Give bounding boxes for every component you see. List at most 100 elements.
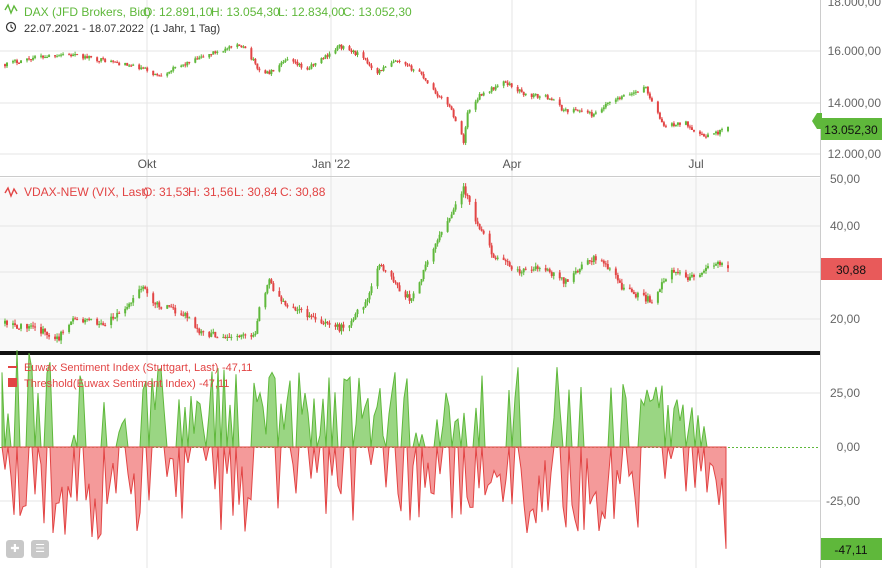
- dax-candle: [20, 60, 23, 63]
- vdax-candle: [82, 319, 85, 323]
- vdax-candle: [12, 323, 15, 325]
- dax-candle: [18, 62, 21, 64]
- panel-resize-handle[interactable]: [0, 351, 882, 355]
- vdax-candle: [166, 305, 169, 309]
- vdax-candle: [592, 256, 595, 263]
- x-tick: Apr: [503, 157, 522, 171]
- crosshair-icon[interactable]: ✚: [6, 540, 24, 558]
- vdax-candle: [422, 269, 425, 280]
- vdax-candle: [132, 298, 135, 303]
- dax-candle: [478, 94, 481, 100]
- dax-candle: [238, 44, 241, 46]
- dax-candle: [604, 103, 607, 108]
- dax-candle: [48, 55, 51, 58]
- vdax-candle: [572, 273, 575, 282]
- vdax-candle: [30, 325, 33, 327]
- sentiment-y-axis: 25,00 0,00 -25,00: [826, 386, 860, 508]
- dax-candle: [184, 64, 187, 66]
- vdax-candle: [718, 261, 721, 265]
- vdax-candle: [632, 291, 635, 294]
- dax-y-tick: 14.000,00: [828, 96, 882, 110]
- vdax-candle: [296, 310, 299, 312]
- vdax-candle: [294, 307, 297, 311]
- vdax-candle: [390, 270, 393, 277]
- dax-candle: [396, 60, 399, 62]
- vdax-candle: [200, 331, 203, 334]
- vdax-candle: [550, 271, 553, 276]
- dax-candle: [104, 59, 107, 63]
- vdax-candle: [26, 324, 29, 329]
- dax-candle: [278, 65, 281, 72]
- dax-candle: [126, 62, 129, 66]
- vdax-candle: [88, 318, 91, 320]
- vdax-y-tick: 50,00: [830, 172, 860, 186]
- vdax-y-tick: 40,00: [830, 219, 860, 233]
- dax-candle: [300, 63, 303, 68]
- vdax-candle: [252, 334, 255, 337]
- dax-candle: [634, 91, 637, 93]
- dax-title: DAX (JFD Brokers, Bid): [24, 5, 151, 19]
- dax-candle: [312, 64, 315, 66]
- sentiment-legend[interactable]: Euwax Sentiment Index (Stuttgart, Last) …: [8, 362, 252, 390]
- dax-candle: [12, 61, 15, 63]
- dax-candle: [116, 62, 119, 64]
- vdax-candle: [462, 186, 465, 194]
- dax-y-axis: 18.000,00 16.000,00 14.000,00 12.000,00: [828, 0, 882, 161]
- vdax-legend[interactable]: VDAX-NEW (VIX, Last) O: 31,53 H: 31,56 L…: [4, 185, 326, 199]
- vdax-candle: [524, 268, 527, 270]
- vdax-candle: [698, 274, 701, 277]
- vdax-candle: [54, 336, 57, 339]
- dax-candle: [448, 104, 451, 107]
- vdax-candle: [28, 326, 31, 329]
- vdax-candle: [228, 336, 231, 338]
- vdax-candle: [328, 322, 331, 325]
- vdax-candle: [352, 319, 355, 321]
- vdax-candle: [74, 318, 77, 320]
- layers-icon[interactable]: ☰: [31, 540, 49, 558]
- dax-candle: [156, 74, 159, 76]
- dax-candle: [364, 57, 367, 60]
- dax-candle: [384, 66, 387, 68]
- dax-candle: [370, 65, 373, 69]
- vdax-last-price: 30,88: [836, 263, 866, 277]
- dax-candle: [690, 127, 693, 130]
- dax-candle: [530, 93, 533, 97]
- dax-candle: [322, 58, 325, 60]
- dax-candle: [74, 54, 77, 56]
- vdax-candle: [300, 308, 303, 310]
- dax-candle: [54, 55, 57, 57]
- dax-candle: [532, 94, 535, 97]
- vdax-candle: [600, 260, 603, 262]
- vdax-candle: [546, 269, 549, 271]
- dax-candle: [284, 60, 287, 62]
- vdax-y-axis: 50,00 40,00 20,00: [830, 172, 860, 326]
- vdax-open: O: 31,53: [143, 185, 189, 199]
- dax-candle: [242, 46, 245, 48]
- vdax-candle: [286, 304, 289, 307]
- vdax-candle: [684, 272, 687, 278]
- dax-candle: [352, 50, 355, 52]
- dax-candle: [214, 51, 217, 53]
- dax-candle: [326, 55, 329, 57]
- sentiment-area-value: -47,11: [199, 378, 229, 390]
- dax-candle: [142, 67, 145, 69]
- dax-open: O: 12.891,10: [143, 5, 213, 19]
- dax-candle: [450, 106, 453, 110]
- vdax-candle: [226, 336, 229, 338]
- dax-candle: [96, 57, 99, 62]
- dax-candle: [608, 101, 611, 103]
- vdax-candle: [716, 261, 719, 265]
- vdax-candle: [366, 299, 369, 303]
- dax-candle: [366, 59, 369, 64]
- dax-candle: [76, 54, 79, 56]
- dax-candle: [216, 51, 219, 53]
- dax-candle: [324, 55, 327, 59]
- vdax-candle: [410, 298, 413, 301]
- vdax-candle: [338, 324, 341, 332]
- dax-legend[interactable]: DAX (JFD Brokers, Bid) O: 12.891,10 H: 1…: [4, 3, 412, 19]
- dax-candle: [727, 126, 729, 132]
- dax-candle: [632, 92, 635, 94]
- dax-y-tick: 12.000,00: [828, 147, 882, 161]
- vdax-candle: [34, 326, 37, 328]
